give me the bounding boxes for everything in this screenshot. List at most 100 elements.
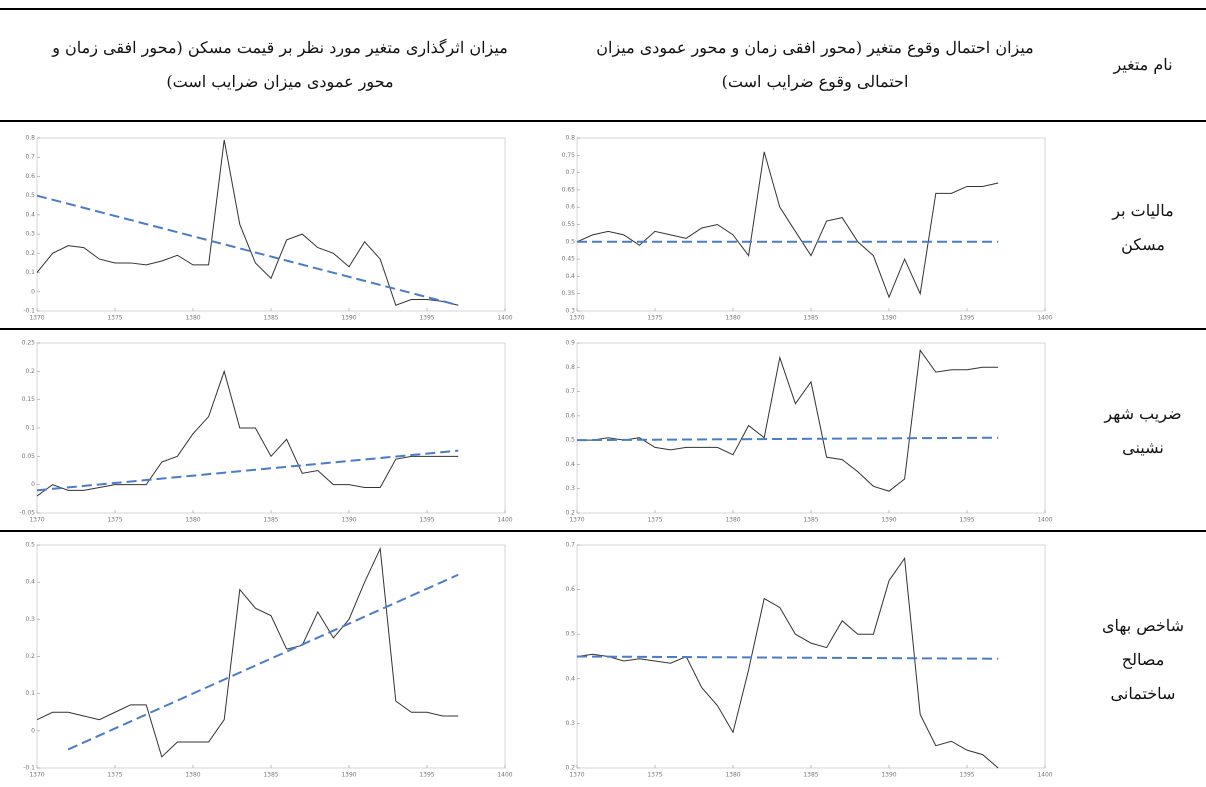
trend-line (36, 194, 459, 307)
plot-frame (576, 137, 1046, 312)
table-rule (0, 8, 1206, 10)
x-tick-label: 1380 (725, 517, 740, 524)
y-tick-label: 0.6 (565, 204, 575, 211)
y-tick-label: 0.3 (565, 485, 575, 492)
y-tick-label: 0.2 (25, 368, 35, 375)
y-tick-label: 0.4 (565, 675, 575, 682)
y-tick-label: 0.7 (565, 542, 575, 549)
y-tick-label: 0.3 (565, 308, 575, 315)
variable-name: مالیات بر مسکن (1112, 200, 1174, 254)
x-tick-label: 1400 (1037, 517, 1052, 524)
x-tick-label: 1380 (185, 772, 200, 779)
x-tick-label: 1375 (647, 772, 662, 779)
y-tick-label: 0 (31, 727, 35, 734)
x-tick-label: 1385 (263, 517, 278, 524)
data-line (36, 369, 459, 497)
line-chart: 0.2 0.3 0.4 0.5 0.6 0.7 1370 1375 1380 1385 1390 13… (565, 542, 1052, 779)
x-tick-label: 1390 (341, 772, 356, 779)
y-tick-label: 0.3 (565, 720, 575, 727)
x-tick-label: 1395 (959, 315, 974, 322)
x-tick-label: 1400 (1037, 772, 1052, 779)
y-tick-label: 0.05 (22, 453, 36, 460)
y-tick-label: 0.65 (562, 186, 576, 193)
line-chart: -0.05 0 0.05 0.1 0.15 0.2 0.25 1370 1375 1380 1385… (19, 340, 512, 524)
y-tick-label: 0.35 (562, 290, 576, 297)
y-tick-label: 0.7 (565, 388, 575, 395)
data-line (576, 556, 999, 769)
x-tick-label: 1390 (341, 315, 356, 322)
x-tick-label: 1385 (263, 772, 278, 779)
x-tick-label: 1385 (803, 772, 818, 779)
trend-line (67, 573, 459, 751)
y-tick-label: 0.8 (565, 364, 575, 371)
x-tick-label: 1395 (419, 517, 434, 524)
y-tick-label: 0.7 (25, 154, 35, 161)
y-tick-label: 0.45 (562, 256, 576, 263)
y-tick-label: 0.1 (25, 690, 35, 697)
table-rule (0, 120, 1206, 122)
y-tick-label: 0 (31, 288, 35, 295)
x-tick-label: 1400 (1037, 315, 1052, 322)
x-tick-label: 1390 (881, 517, 896, 524)
x-tick-label: 1375 (647, 517, 662, 524)
y-tick-label: 0.9 (565, 340, 575, 347)
y-tick-label: 0.5 (565, 631, 575, 638)
x-tick-label: 1375 (647, 315, 662, 322)
trend-line (576, 436, 999, 442)
y-tick-label: 0.6 (565, 586, 575, 593)
x-tick-label: 1385 (803, 315, 818, 322)
y-tick-label: 0.5 (25, 192, 35, 199)
y-tick-label: 0.2 (25, 250, 35, 257)
line-chart: 0.2 0.3 0.4 0.5 0.6 0.7 0.8 0.9 1370 1375 1380 1385… (565, 340, 1052, 524)
y-tick-label: 0.3 (25, 616, 35, 623)
x-tick-label: 1380 (725, 315, 740, 322)
variable-name: شاخص بهای مصالح ساختمانی (1101, 615, 1185, 703)
y-tick-label: -0.1 (23, 765, 35, 772)
x-tick-label: 1385 (803, 517, 818, 524)
y-tick-label: 0.5 (565, 238, 575, 245)
y-tick-label: 0.4 (25, 579, 35, 586)
x-tick-label: 1375 (107, 517, 122, 524)
x-tick-label: 1395 (959, 517, 974, 524)
y-tick-label: 0 (31, 481, 35, 488)
data-line (577, 348, 999, 492)
line-chart: 0.3 0.35 0.4 0.45 0.5 0.55 0.6 0.65 0.7 0.75 0.8 13… (562, 135, 1053, 322)
x-tick-label: 1375 (107, 772, 122, 779)
trend-line (36, 449, 459, 492)
data-line (576, 151, 999, 299)
y-tick-label: 0.6 (565, 412, 575, 419)
plot-frame (576, 544, 1046, 769)
header-cell: میزان احتمال وقوع متغیر (محور افقی زمان … (596, 38, 1034, 91)
y-tick-label: 0.8 (25, 135, 35, 142)
x-tick-label: 1390 (881, 315, 896, 322)
y-tick-label: 0.3 (25, 231, 35, 238)
plot-frame (36, 137, 506, 312)
x-tick-label: 1400 (497, 315, 512, 322)
y-tick-label: 0.2 (565, 765, 575, 772)
plot-frame (36, 342, 506, 514)
x-tick-label: 1395 (959, 772, 974, 779)
y-tick-label: 0.55 (562, 221, 576, 228)
x-tick-label: 1380 (725, 772, 740, 779)
x-tick-label: 1370 (29, 772, 44, 779)
y-tick-label: 0.7 (565, 169, 575, 176)
y-tick-label: 0.4 (565, 273, 575, 280)
x-tick-label: 1380 (185, 315, 200, 322)
y-tick-label: 0.75 (562, 152, 576, 159)
x-tick-label: 1370 (569, 517, 584, 524)
y-tick-label: 0.15 (22, 396, 36, 403)
variable-name: ضریب شهر نشینی (1104, 404, 1182, 457)
header-cell: نام متغیر (1113, 55, 1173, 74)
y-tick-label: 0.25 (22, 340, 36, 347)
trend-line (576, 655, 999, 660)
y-tick-label: 0.2 (565, 510, 575, 517)
table-rule (0, 328, 1206, 330)
x-tick-label: 1370 (29, 517, 44, 524)
x-tick-label: 1370 (569, 772, 584, 779)
x-tick-label: 1380 (185, 517, 200, 524)
x-tick-label: 1370 (29, 315, 44, 322)
line-chart: -0.1 0 0.1 0.2 0.3 0.4 0.5 1370 1375 1380 1385 1390… (23, 542, 513, 779)
y-tick-label: 0.4 (25, 211, 35, 218)
y-tick-label: 0.4 (565, 461, 575, 468)
